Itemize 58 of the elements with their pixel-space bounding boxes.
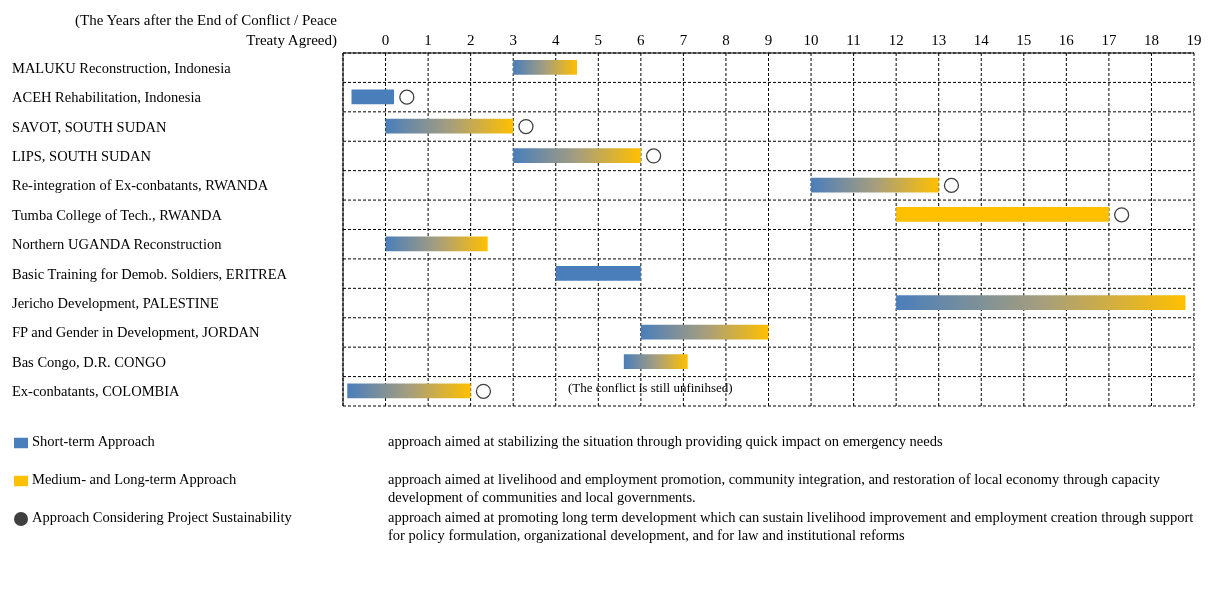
- bar: [385, 236, 488, 252]
- y-tick-label: SAVOT, SOUTH SUDAN: [12, 118, 168, 135]
- point: [475, 383, 492, 399]
- x-tick-label: 3: [509, 32, 517, 48]
- x-tick-label: 4: [552, 32, 560, 48]
- annotation: (The conflict is still unfinihsed): [568, 380, 733, 396]
- x-tick-label: 0: [381, 32, 390, 48]
- bar: [623, 354, 688, 369]
- point: [943, 177, 960, 194]
- bar: [896, 295, 1186, 311]
- y-tick-label: LIPS, SOUTH SUDAN: [12, 147, 152, 164]
- y-tick-label: MALUKU Reconstruction, Indonesia: [12, 59, 232, 76]
- y-tick-label: Basic Training for Demob. Soldiers, ERITREA: [12, 265, 288, 282]
- bar: [896, 207, 1109, 222]
- y-tick-label: Northern UGANDA Reconstruction: [12, 236, 223, 253]
- legend-label: Approach Considering Project Sustainability: [32, 509, 292, 525]
- bar: [640, 324, 769, 340]
- x-axis-title: (The Years after the End of Conflict / Peace Treaty Agreed): [74, 11, 337, 50]
- bar: [351, 89, 395, 105]
- x-tick-label: 8: [722, 32, 730, 48]
- x-tick-label: 13: [931, 32, 947, 48]
- bar: [347, 383, 471, 399]
- x-tick-label: 1: [424, 32, 432, 48]
- x-tick-label: 19: [1186, 32, 1202, 48]
- bar: [513, 60, 578, 75]
- x-tick-label: 7: [679, 32, 688, 48]
- x-tick-label: 6: [637, 32, 646, 48]
- x-tick-label: 16: [1058, 32, 1075, 48]
- text: approach aimed at stabilizing the situation through providing quick impact on emergency needs: [388, 432, 944, 450]
- x-tick-label: 12: [888, 32, 904, 48]
- x-tick-label: 10: [803, 32, 819, 48]
- x-tick-label: 18: [1143, 32, 1159, 48]
- bar: [385, 118, 514, 134]
- point: [645, 148, 662, 164]
- point: [1114, 207, 1130, 223]
- bar: [555, 265, 641, 281]
- x-tick-label: 15: [1016, 32, 1032, 48]
- text: approach aimed at livelihood and employment promotion, community integration, and restoration of local economy through capacity development of communities and local governments.: [388, 470, 1161, 506]
- x-tick-label: 2: [466, 32, 475, 48]
- x-tick-label: 5: [594, 32, 603, 48]
- bar: [513, 148, 641, 163]
- x-tick-label: 17: [1101, 32, 1117, 48]
- text: approach aimed at promoting long term development which can sustain livelihood improvement and employment creation through support for policy formulation, organizational development, and for law and institutional reforms: [388, 508, 1195, 544]
- y-tick-label: Jericho Development, PALESTINE: [12, 295, 219, 312]
- point: [518, 118, 534, 135]
- y-tick-label: Re-integration of Ex-conbatants, RWANDA: [12, 177, 269, 194]
- point: [399, 89, 415, 105]
- bar: [811, 177, 939, 193]
- y-tick-label: Bas Congo, D.R. CONGO: [12, 353, 166, 370]
- y-tick-label: ACEH Rehabilitation, Indonesia: [12, 89, 202, 106]
- y-tick-label: Tumba College of Tech., RWANDA: [12, 206, 223, 223]
- y-tick-label: Ex-conbatants, COLOMBIA: [12, 383, 181, 400]
- x-tick-label: 11: [846, 32, 861, 48]
- legend-label: Medium- and Long-term Approach: [32, 471, 237, 487]
- legend-label: Short-term Approach: [32, 433, 155, 449]
- x-tick-label: 9: [764, 32, 773, 48]
- y-tick-label: FP and Gender in Development, JORDAN: [12, 324, 261, 341]
- x-tick-label: 14: [973, 32, 990, 48]
